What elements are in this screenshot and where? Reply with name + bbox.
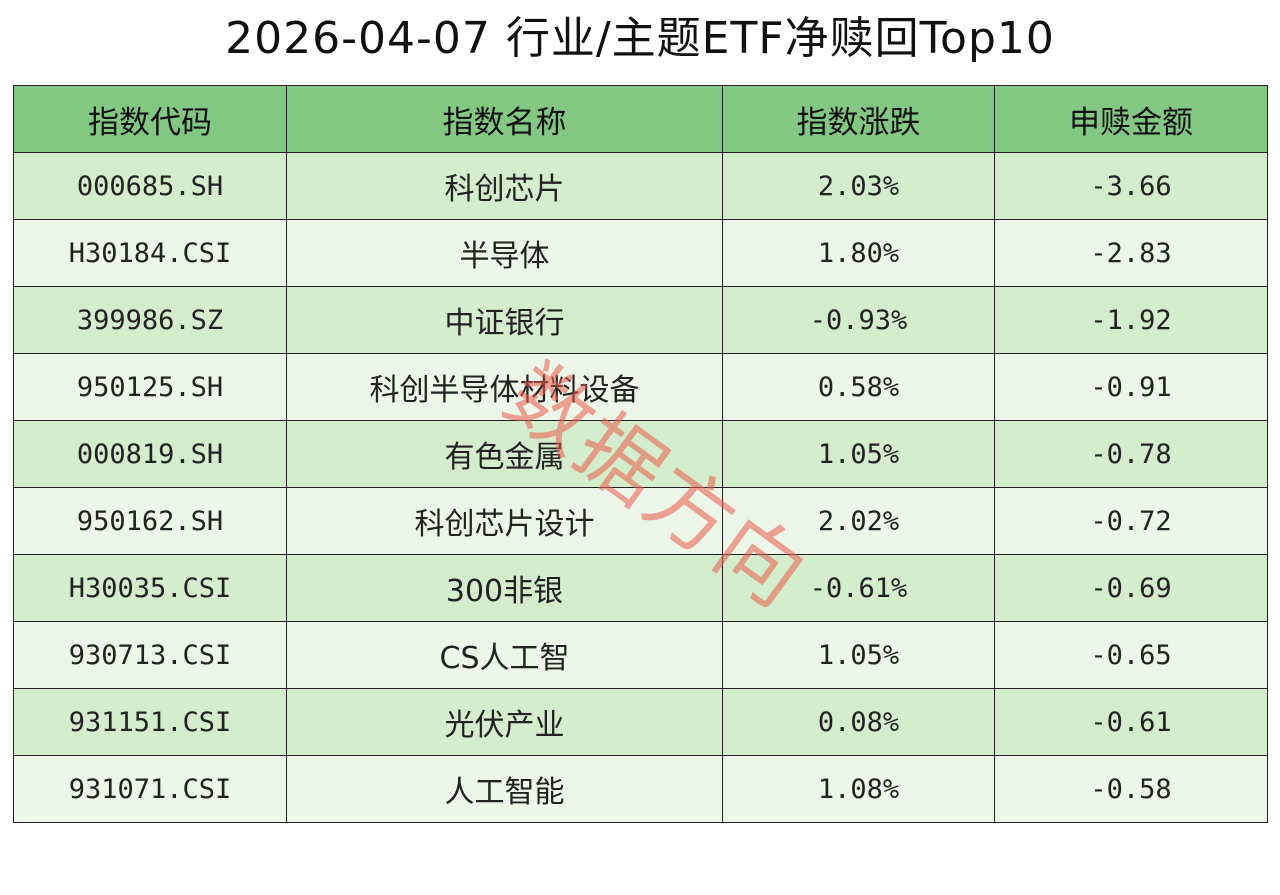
table-row: 950125.SH 科创半导体材料设备 0.58% -0.91 xyxy=(13,353,1268,421)
header-subscription-amount: 申赎金额 xyxy=(994,85,1268,153)
cell-index-change: 1.80% xyxy=(722,219,995,287)
cell-subscription-amount: -0.58 xyxy=(994,755,1268,823)
table-row: 930713.CSI CS人工智 1.05% -0.65 xyxy=(13,621,1268,689)
table-row: 000819.SH 有色金属 1.05% -0.78 xyxy=(13,420,1268,488)
cell-index-name: 人工智能 xyxy=(286,755,723,823)
cell-index-change: 2.02% xyxy=(722,487,995,555)
cell-index-code: H30035.CSI xyxy=(13,554,287,622)
cell-subscription-amount: -0.91 xyxy=(994,353,1268,421)
cell-subscription-amount: -0.61 xyxy=(994,688,1268,756)
cell-subscription-amount: -0.69 xyxy=(994,554,1268,622)
cell-index-name: 科创芯片设计 xyxy=(286,487,723,555)
cell-index-code: 000819.SH xyxy=(13,420,287,488)
cell-index-code: 950162.SH xyxy=(13,487,287,555)
cell-index-change: -0.61% xyxy=(722,554,995,622)
cell-index-name: 科创半导体材料设备 xyxy=(286,353,723,421)
cell-index-change: 2.03% xyxy=(722,152,995,220)
cell-index-name: 光伏产业 xyxy=(286,688,723,756)
table-row: 000685.SH 科创芯片 2.03% -3.66 xyxy=(13,152,1268,220)
table-row: H30035.CSI 300非银 -0.61% -0.69 xyxy=(13,554,1268,622)
header-index-name: 指数名称 xyxy=(286,85,723,153)
cell-index-change: 1.08% xyxy=(722,755,995,823)
cell-index-name: CS人工智 xyxy=(286,621,723,689)
cell-index-code: 931151.CSI xyxy=(13,688,287,756)
cell-subscription-amount: -0.65 xyxy=(994,621,1268,689)
cell-index-code: 399986.SZ xyxy=(13,286,287,354)
cell-subscription-amount: -1.92 xyxy=(994,286,1268,354)
etf-redemption-table: 指数代码 指数名称 指数涨跌 申赎金额 000685.SH 科创芯片 2.03% -3… xyxy=(13,85,1268,823)
cell-index-name: 中证银行 xyxy=(286,286,723,354)
table-header-row: 指数代码 指数名称 指数涨跌 申赎金额 xyxy=(13,85,1268,153)
header-index-code: 指数代码 xyxy=(13,85,287,153)
cell-subscription-amount: -3.66 xyxy=(994,152,1268,220)
cell-subscription-amount: -0.72 xyxy=(994,487,1268,555)
table-row: 950162.SH 科创芯片设计 2.02% -0.72 xyxy=(13,487,1268,555)
table-row: 399986.SZ 中证银行 -0.93% -1.92 xyxy=(13,286,1268,354)
cell-index-code: 931071.CSI xyxy=(13,755,287,823)
cell-index-code: H30184.CSI xyxy=(13,219,287,287)
cell-index-name: 300非银 xyxy=(286,554,723,622)
cell-index-change: -0.93% xyxy=(722,286,995,354)
cell-index-change: 0.08% xyxy=(722,688,995,756)
cell-index-change: 1.05% xyxy=(722,420,995,488)
cell-index-change: 1.05% xyxy=(722,621,995,689)
cell-index-name: 科创芯片 xyxy=(286,152,723,220)
cell-subscription-amount: -2.83 xyxy=(994,219,1268,287)
cell-subscription-amount: -0.78 xyxy=(994,420,1268,488)
cell-index-code: 950125.SH xyxy=(13,353,287,421)
cell-index-code: 000685.SH xyxy=(13,152,287,220)
cell-index-name: 有色金属 xyxy=(286,420,723,488)
table-body: 000685.SH 科创芯片 2.03% -3.66 H30184.CSI 半导体 1.80… xyxy=(13,152,1268,823)
cell-index-change: 0.58% xyxy=(722,353,995,421)
cell-index-name: 半导体 xyxy=(286,219,723,287)
header-index-change: 指数涨跌 xyxy=(722,85,995,153)
cell-index-code: 930713.CSI xyxy=(13,621,287,689)
table-row: 931151.CSI 光伏产业 0.08% -0.61 xyxy=(13,688,1268,756)
table-row: 931071.CSI 人工智能 1.08% -0.58 xyxy=(13,755,1268,823)
table-row: H30184.CSI 半导体 1.80% -2.83 xyxy=(13,219,1268,287)
page-title: 2026-04-07 行业/主题ETF净赎回Top10 xyxy=(225,13,1055,64)
